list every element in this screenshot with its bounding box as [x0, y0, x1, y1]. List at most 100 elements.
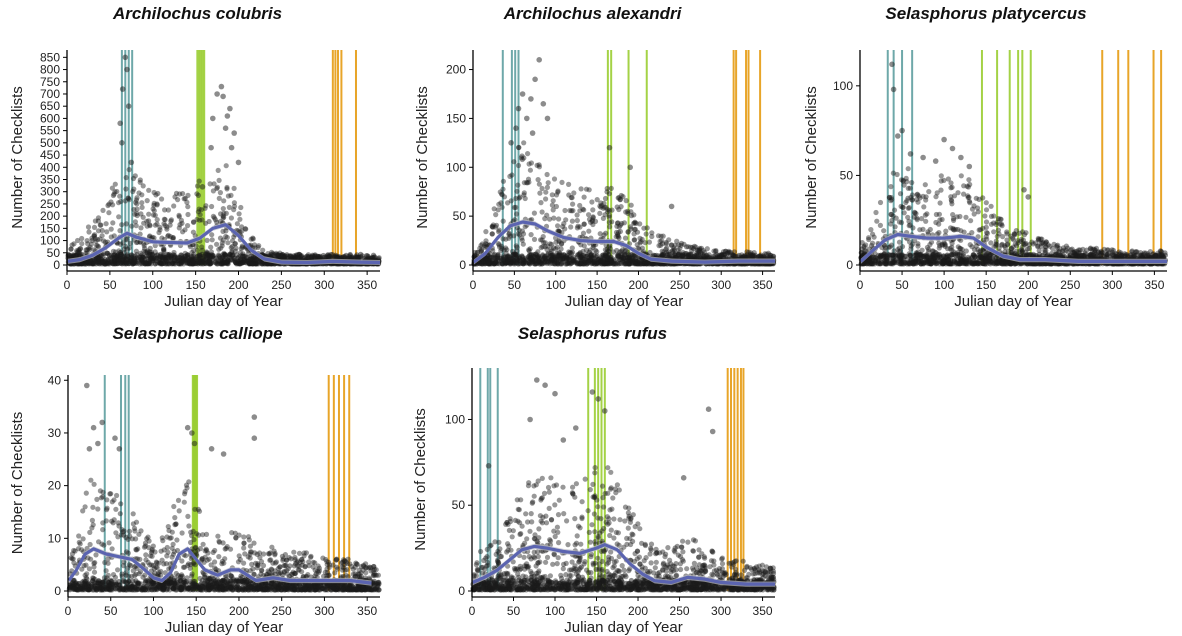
data-point	[129, 223, 135, 229]
data-point	[914, 192, 920, 198]
data-point	[81, 261, 88, 267]
data-point	[93, 238, 99, 244]
x-tick-label: 300	[711, 278, 731, 292]
data-point	[214, 91, 220, 97]
data-point	[142, 261, 148, 267]
data-point	[590, 221, 596, 228]
data-point	[991, 220, 997, 226]
data-point	[999, 241, 1005, 247]
data-point	[538, 237, 544, 243]
data-point	[608, 185, 614, 191]
data-point	[1021, 242, 1027, 248]
data-point	[888, 221, 894, 227]
data-point	[920, 226, 926, 232]
data-point	[170, 235, 176, 241]
data-point	[898, 203, 904, 209]
data-point	[138, 211, 144, 217]
data-point	[983, 219, 990, 225]
data-point	[496, 242, 502, 248]
data-point	[637, 235, 643, 241]
data-point	[101, 238, 107, 244]
data-point	[1092, 247, 1098, 254]
data-point	[869, 243, 875, 249]
data-point	[542, 216, 548, 222]
data-point	[92, 232, 98, 238]
data-point	[976, 196, 982, 202]
data-point	[232, 241, 238, 247]
data-point	[187, 244, 193, 250]
y-tick-label: 0	[459, 258, 466, 272]
data-point	[216, 246, 222, 252]
data-point	[206, 218, 212, 225]
data-point	[122, 198, 128, 204]
data-point	[528, 96, 534, 102]
data-point	[151, 208, 157, 214]
data-point	[568, 194, 574, 201]
data-point	[641, 225, 647, 231]
data-point	[536, 57, 542, 63]
data-point	[194, 247, 200, 253]
data-point	[514, 188, 520, 194]
data-point	[203, 220, 209, 226]
data-point	[967, 200, 973, 206]
data-point	[490, 252, 497, 258]
data-point	[135, 239, 141, 245]
y-tick-label: 150	[446, 111, 466, 125]
data-point	[105, 202, 111, 209]
data-point	[161, 216, 167, 222]
data-point	[638, 239, 644, 245]
data-point	[287, 253, 293, 259]
data-point	[222, 125, 229, 131]
data-point	[112, 189, 118, 195]
data-point	[309, 254, 315, 260]
data-point	[228, 245, 234, 251]
data-point	[1009, 249, 1015, 255]
data-point	[927, 226, 933, 233]
data-point	[519, 153, 525, 159]
data-point	[571, 190, 577, 196]
data-point	[589, 199, 595, 205]
data-point	[924, 244, 930, 251]
data-point	[149, 251, 155, 258]
data-point	[870, 231, 876, 237]
data-point	[604, 261, 610, 267]
data-point	[713, 248, 719, 254]
data-point	[230, 252, 236, 258]
data-point	[220, 237, 226, 243]
data-point	[498, 200, 504, 206]
data-point	[499, 191, 505, 197]
data-point	[185, 192, 191, 198]
data-point	[521, 190, 527, 196]
data-point	[216, 195, 222, 201]
data-point	[869, 240, 876, 246]
data-point	[966, 194, 972, 200]
x-tick-label: 100	[546, 278, 566, 292]
data-point	[545, 180, 551, 186]
data-point	[111, 191, 117, 197]
data-point	[632, 219, 638, 225]
data-point	[900, 177, 906, 183]
x-axis-label: Julian day of Year	[164, 293, 282, 310]
data-point	[1012, 241, 1018, 247]
data-point	[97, 236, 103, 242]
data-point	[255, 258, 261, 264]
data-point	[114, 188, 120, 195]
data-point	[683, 244, 690, 250]
data-point	[644, 225, 650, 231]
data-point	[1063, 247, 1069, 254]
data-point	[914, 215, 920, 221]
data-point	[657, 238, 663, 244]
data-point	[896, 219, 903, 225]
data-point	[509, 172, 515, 178]
data-point	[616, 206, 622, 213]
data-point	[909, 197, 915, 203]
data-point	[617, 228, 623, 235]
data-point	[914, 196, 920, 203]
data-point	[217, 219, 223, 225]
data-point	[491, 206, 497, 212]
data-point	[983, 200, 989, 206]
data-point	[922, 182, 928, 188]
data-point	[668, 203, 675, 210]
data-point	[159, 196, 165, 202]
data-point	[967, 242, 973, 248]
